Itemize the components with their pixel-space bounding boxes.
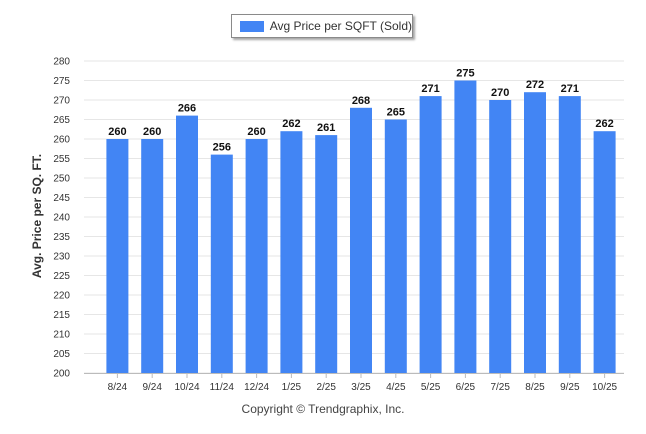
y-tick-label: 240 <box>53 213 70 224</box>
y-tick-label: 225 <box>53 271 70 282</box>
data-label: 260 <box>247 126 265 138</box>
x-tick-label: 3/25 <box>351 382 371 393</box>
copyright-text: Copyright © Trendgraphix, Inc. <box>241 402 405 416</box>
data-label: 260 <box>108 126 126 138</box>
y-tick-label: 205 <box>53 349 70 360</box>
legend-swatch <box>240 20 264 32</box>
x-tick-label: 1/25 <box>282 382 302 393</box>
bar <box>106 139 129 373</box>
x-tick-label: 6/25 <box>456 382 476 393</box>
x-tick-label: 11/24 <box>210 382 235 393</box>
x-tick-label: 7/25 <box>490 382 510 393</box>
y-tick-label: 200 <box>53 369 70 380</box>
data-label: 261 <box>317 122 335 134</box>
data-label: 256 <box>213 142 231 154</box>
x-tick-label: 12/24 <box>244 382 269 393</box>
data-label: 272 <box>526 79 544 91</box>
y-tick-label: 270 <box>53 96 70 107</box>
y-axis-label: Avg. Price per SQ. FT. <box>30 153 44 279</box>
bar <box>350 107 372 374</box>
x-tick-label: 5/25 <box>421 382 441 393</box>
y-tick-label: 275 <box>53 76 70 87</box>
data-label: 268 <box>352 95 370 107</box>
x-tick-label: 9/24 <box>142 382 162 393</box>
bar <box>489 100 512 373</box>
bar <box>210 154 233 373</box>
y-tick-label: 265 <box>53 115 70 126</box>
bar <box>245 139 268 373</box>
y-tick-label: 220 <box>53 291 70 302</box>
bar <box>384 119 407 373</box>
data-label: 260 <box>143 126 161 138</box>
data-label: 275 <box>456 68 474 80</box>
bar <box>454 80 477 373</box>
x-tick-label: 8/25 <box>525 382 545 393</box>
bar <box>593 131 616 373</box>
data-label: 271 <box>561 83 579 95</box>
x-tick-label: 9/25 <box>560 382 580 393</box>
data-label: 265 <box>387 107 405 119</box>
y-tick-label: 215 <box>53 310 70 321</box>
x-tick-label: 2/25 <box>316 382 336 393</box>
bar <box>315 135 338 373</box>
y-tick-label: 210 <box>53 330 70 341</box>
y-tick-label: 245 <box>53 193 70 204</box>
bar <box>419 96 442 373</box>
data-label: 271 <box>421 83 439 95</box>
x-tick-label: 4/25 <box>386 382 406 393</box>
y-tick-label: 235 <box>53 232 70 243</box>
x-tick-label: 10/25 <box>592 382 617 393</box>
bar <box>558 96 581 373</box>
data-label: 262 <box>595 118 613 130</box>
y-tick-label: 230 <box>53 252 70 263</box>
bar <box>141 139 164 373</box>
x-tick-label: 10/24 <box>174 382 199 393</box>
bar <box>524 92 546 373</box>
y-tick-label: 280 <box>53 57 70 68</box>
y-tick-label: 260 <box>53 135 70 146</box>
y-tick-label: 255 <box>53 154 70 165</box>
x-tick-label: 8/24 <box>108 382 128 393</box>
bar <box>176 115 198 373</box>
data-label: 262 <box>282 118 300 130</box>
data-label: 266 <box>178 103 196 115</box>
y-tick-label: 250 <box>53 174 70 185</box>
legend: Avg Price per SQFT (Sold) <box>231 14 413 38</box>
data-label: 270 <box>491 87 509 99</box>
bar <box>280 131 303 373</box>
legend-label: Avg Price per SQFT (Sold) <box>269 19 412 33</box>
